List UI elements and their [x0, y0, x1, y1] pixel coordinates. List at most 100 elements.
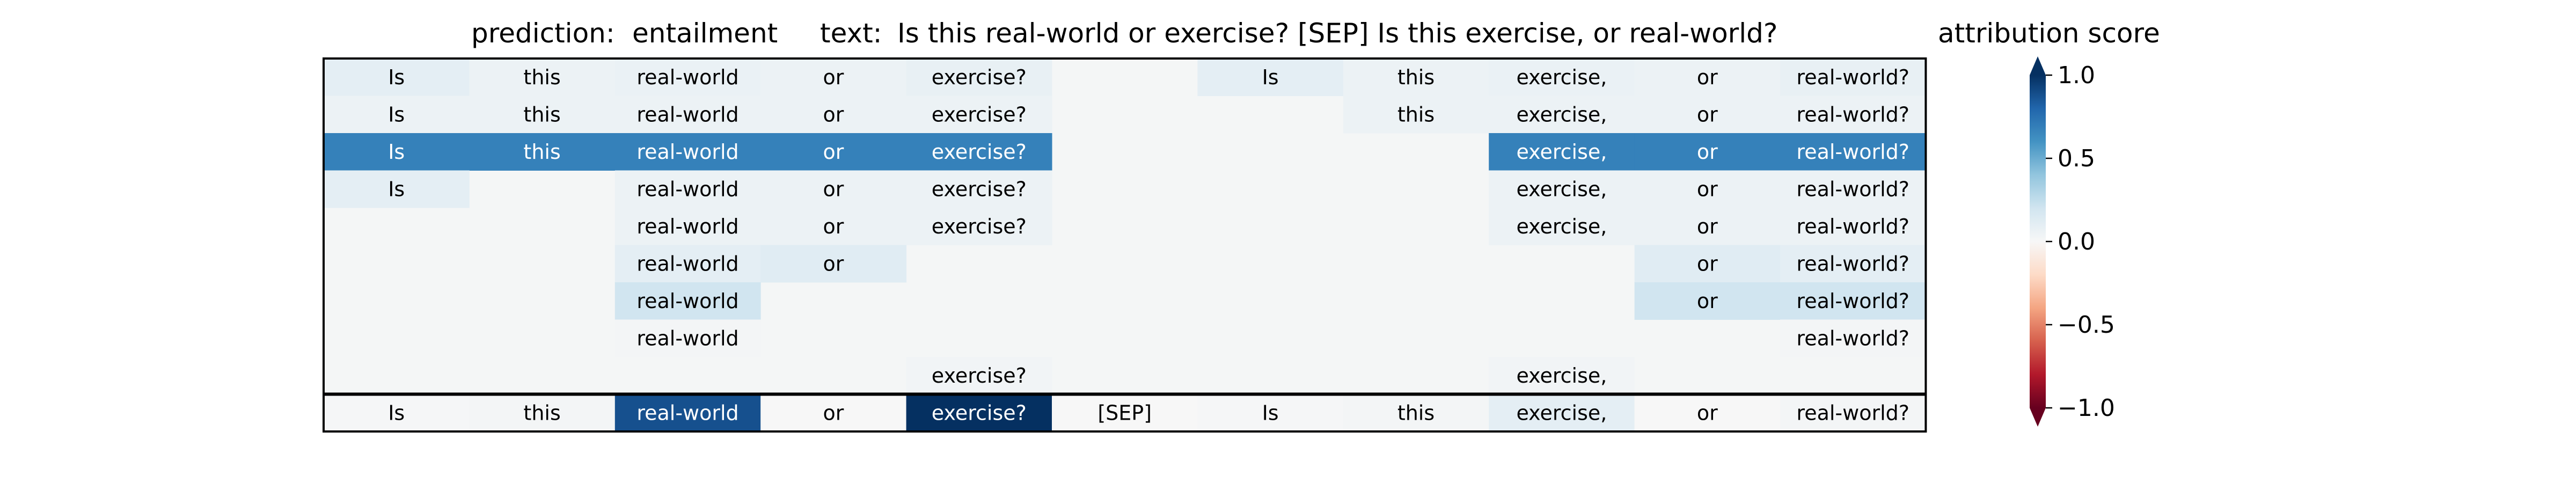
attribution-row: real-world real-world?	[614, 319, 1926, 357]
colorbar-tick-label: 0.5	[2058, 145, 2095, 172]
heatmap-cell-label: exercise?	[932, 65, 1027, 89]
heatmap-cell-label: real-world?	[1796, 252, 1909, 275]
heatmap-cell	[1489, 96, 1635, 134]
heatmap-border	[323, 57, 1927, 433]
heatmap-cell-label: exercise,	[1516, 140, 1607, 164]
heatmap-cell-label: real-world?	[1796, 177, 1909, 201]
heatmap-cell	[614, 319, 761, 357]
heatmap-cell	[1489, 170, 1635, 208]
heatmap-cell	[469, 58, 616, 96]
attribution-row: real-world or exercise? exercise, or real-wor…	[614, 208, 1926, 245]
attribution-row: Is real-world or exercise? exercise, or real-w…	[324, 170, 1926, 208]
heatmap-cell	[1489, 394, 1635, 432]
heatmap-cell	[760, 394, 907, 432]
heatmap-cell-label: or	[823, 140, 844, 164]
heatmap-cell	[906, 208, 1052, 245]
heatmap-cell	[1780, 96, 1926, 134]
heatmap-cell	[906, 357, 1052, 394]
heatmap-cell	[324, 170, 470, 208]
heatmap-cell-label: exercise,	[1516, 65, 1607, 89]
prediction-value: entailment	[632, 18, 778, 49]
heatmap-cell-label: or	[1697, 103, 1718, 126]
heatmap-cell-label: real-world?	[1796, 65, 1909, 89]
attribution-row: Is this real-world or exercise? exercise, or re…	[324, 133, 1926, 171]
heatmap-cell	[614, 170, 761, 208]
heatmap-cell	[614, 96, 761, 134]
heatmap-cell-label: exercise,	[1516, 177, 1607, 201]
heatmap-cell	[1052, 394, 1198, 432]
heatmap-cell	[1634, 170, 1781, 208]
heatmap-cell	[614, 245, 761, 283]
heatmap-cell	[324, 394, 470, 432]
prediction-label: prediction:	[471, 18, 615, 49]
heatmap-cell-label: real-world	[636, 65, 738, 89]
heatmap-cell	[1780, 394, 1926, 432]
heatmap-cell-label: this	[523, 140, 560, 164]
heatmap-cell	[324, 58, 470, 96]
heatmap-cell-label: [SEP]	[1097, 401, 1152, 425]
heatmap-cell-label: Is	[388, 103, 405, 126]
heatmap-cell-label: or	[1697, 65, 1718, 89]
heatmap-cell-label: real-world?	[1796, 326, 1909, 350]
heatmap-cell	[469, 96, 616, 134]
summary-row: Is this real-world or exercise? [SEP] Is this ex…	[324, 394, 1926, 432]
heatmap-cell-label: this	[523, 65, 560, 89]
heatmap-cell	[1634, 96, 1781, 134]
heatmap-cell	[1197, 394, 1344, 432]
colorbar-tick-label: −1.0	[2058, 394, 2115, 422]
heatmap-cell	[1489, 58, 1635, 96]
heatmap-cell	[614, 394, 761, 432]
heatmap-cell	[469, 133, 616, 171]
colorbar-tick-label: 1.0	[2058, 62, 2095, 89]
heatmap-cell	[324, 133, 470, 171]
heatmap-cell	[1634, 58, 1781, 96]
heatmap-cell	[1780, 58, 1926, 96]
attribution-row: Is this real-world or exercise? this exercise,…	[324, 96, 1926, 134]
heatmap-cell-label: real-world?	[1796, 215, 1909, 238]
colorbar-extend-top	[2030, 56, 2046, 75]
heatmap-cell-label: this	[1397, 401, 1435, 425]
text-label: text:	[820, 18, 882, 49]
heatmap-cell	[1197, 58, 1344, 96]
heatmap-cell-label: exercise?	[932, 103, 1027, 126]
attribution-row: real-world or or real-world?	[614, 245, 1926, 283]
heatmap-cell-label: Is	[388, 177, 405, 201]
heatmap-cell	[1780, 208, 1926, 245]
heatmap-cell	[1634, 245, 1781, 283]
heatmap-cell	[469, 394, 616, 432]
heatmap-cell	[906, 58, 1052, 96]
heatmap-cell-label: real-world	[636, 215, 738, 238]
heatmap-cell-label: exercise,	[1516, 215, 1607, 238]
heatmap-cell	[614, 133, 761, 171]
heatmap-cell-label: this	[1397, 103, 1435, 126]
header: prediction: entailment text: Is this rea…	[471, 18, 2160, 49]
colorbar: 1.0 0.5 0.0 −0.5 −1.0	[2030, 56, 2115, 427]
heatmap-cell	[760, 208, 907, 245]
heatmap-cell	[1489, 133, 1635, 171]
heatmap-cell-label: or	[1697, 289, 1718, 313]
colorbar-gradient	[2030, 75, 2046, 408]
heatmap-cell-label: this	[1397, 65, 1435, 89]
heatmap-cell-label: or	[823, 177, 844, 201]
heatmap-cell	[760, 58, 907, 96]
heatmap-cell	[1489, 357, 1635, 394]
attribution-row: exercise? exercise,	[906, 357, 1635, 394]
heatmap-cell-label: Is	[388, 401, 405, 425]
heatmap-cell	[760, 133, 907, 171]
heatmap-cell	[1780, 245, 1926, 283]
heatmap-cell-label: exercise?	[932, 140, 1027, 164]
heatmap-cell-label: real-world	[636, 140, 738, 164]
heatmap-cell	[614, 58, 761, 96]
heatmap-cell-label: or	[1697, 252, 1718, 275]
heatmap-cell	[1634, 282, 1781, 320]
heatmap-cell-label: exercise?	[932, 177, 1027, 201]
colorbar-ticks: 1.0 0.5 0.0 −0.5 −1.0	[2046, 62, 2115, 422]
heatmap-cell-label: this	[523, 401, 560, 425]
heatmap-cell-label: exercise,	[1516, 364, 1607, 387]
heatmap-cell-label: exercise?	[932, 364, 1027, 387]
heatmap-cell	[1634, 208, 1781, 245]
heatmap-cell	[1343, 96, 1489, 134]
heatmap-cell-label: real-world	[636, 103, 738, 126]
heatmap-cell	[614, 208, 761, 245]
